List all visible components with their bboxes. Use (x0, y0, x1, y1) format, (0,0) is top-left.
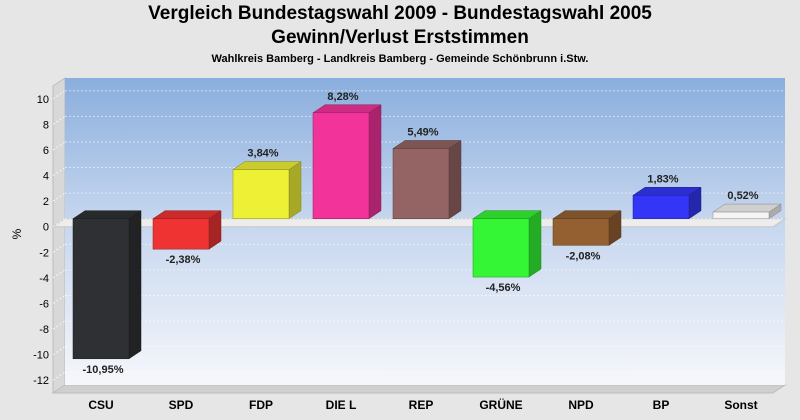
bar-front (552, 218, 610, 246)
bar-rep (392, 140, 462, 220)
gridline-wall (52, 167, 66, 176)
bar-top (72, 210, 142, 219)
bar-top (712, 203, 782, 213)
y-axis-label: % (10, 228, 24, 239)
bar-front (152, 218, 210, 250)
bar-value-label: 5,49% (407, 126, 438, 138)
bar-side (528, 210, 542, 278)
bar-front (392, 148, 450, 219)
bar-value-label: -10,95% (83, 364, 124, 376)
chart-subsubtitle: Wahlkreis Bamberg - Landkreis Bamberg - … (211, 53, 589, 65)
x-tick-label: FDP (249, 398, 273, 412)
y-tick-label: 10 (37, 94, 49, 106)
y-tick-label: 4 (43, 171, 49, 183)
bar-fdp (232, 161, 302, 220)
x-tick-label: NPD (568, 398, 594, 412)
bar-value-label: -2,08% (566, 250, 601, 262)
bar-top (152, 210, 222, 219)
bar-npd (552, 210, 622, 246)
gridline-wall (52, 141, 66, 151)
side-wall (52, 77, 66, 394)
y-tick-label: 2 (43, 196, 49, 208)
bar-sonst (712, 203, 782, 220)
bar-front (312, 112, 370, 219)
y-tick-label: 8 (43, 119, 49, 131)
x-tick-label: SPD (169, 398, 194, 412)
x-tick-label: CSU (88, 398, 113, 412)
bar-top (552, 210, 622, 219)
x-tick-label: Sonst (724, 398, 757, 412)
gridline-wall (52, 320, 66, 330)
bar-value-label: -2,38% (166, 254, 201, 266)
bar-value-label: -4,56% (486, 282, 521, 294)
y-tick-label: -6 (39, 298, 49, 310)
gridline-wall (52, 295, 66, 304)
bar-value-label: 3,84% (247, 148, 278, 160)
bar-value-label: 0,52% (727, 190, 758, 202)
bar-side (288, 161, 302, 220)
bar-top (392, 140, 462, 149)
chart-subtitle: Gewinn/Verlust Erststimmen (271, 27, 529, 48)
floor (51, 384, 787, 394)
chart-title: Vergleich Bundestagswahl 2009 - Bundesta… (148, 3, 652, 24)
bar-csu (72, 210, 142, 360)
bar-top (232, 161, 302, 170)
gridline-wall (52, 218, 66, 228)
y-tick-label: 0 (43, 222, 49, 234)
gridline-wall (52, 90, 66, 100)
bar-die-l (312, 104, 382, 220)
y-tick-label: 6 (43, 145, 49, 157)
x-tick-label: DIE L (326, 398, 357, 412)
bar-top (312, 104, 382, 114)
y-tick-label: -4 (39, 273, 49, 285)
gridline-wall (52, 371, 66, 381)
bar-side (448, 140, 462, 220)
bar-side (128, 210, 142, 360)
bar-side (368, 104, 382, 220)
bar-top (632, 187, 702, 196)
gridline-wall (52, 346, 66, 356)
x-tick-label: GRÜNE (479, 397, 522, 412)
bar-front (232, 169, 290, 219)
y-tick-label: -12 (33, 375, 49, 387)
bar-front (712, 211, 770, 219)
bar-bp (632, 186, 702, 220)
x-tick-label: REP (409, 398, 434, 412)
bar-gr-ne (472, 210, 542, 278)
bar-front (72, 218, 130, 360)
bar-spd (152, 210, 222, 250)
y-tick-label: -10 (33, 350, 49, 362)
y-tick-label: -2 (39, 247, 49, 259)
y-tick-label: -8 (39, 324, 49, 336)
bar-value-label: 1,83% (647, 173, 678, 185)
gridline-wall (52, 192, 66, 202)
bar-top (472, 210, 542, 219)
gridline-wall (52, 115, 66, 125)
bar-front (632, 195, 690, 219)
gridline-wall (52, 243, 66, 253)
x-tick-label: BP (653, 398, 670, 412)
bar-value-label: 8,28% (327, 91, 358, 103)
gridline-wall (52, 269, 66, 279)
bar-front (472, 218, 530, 278)
